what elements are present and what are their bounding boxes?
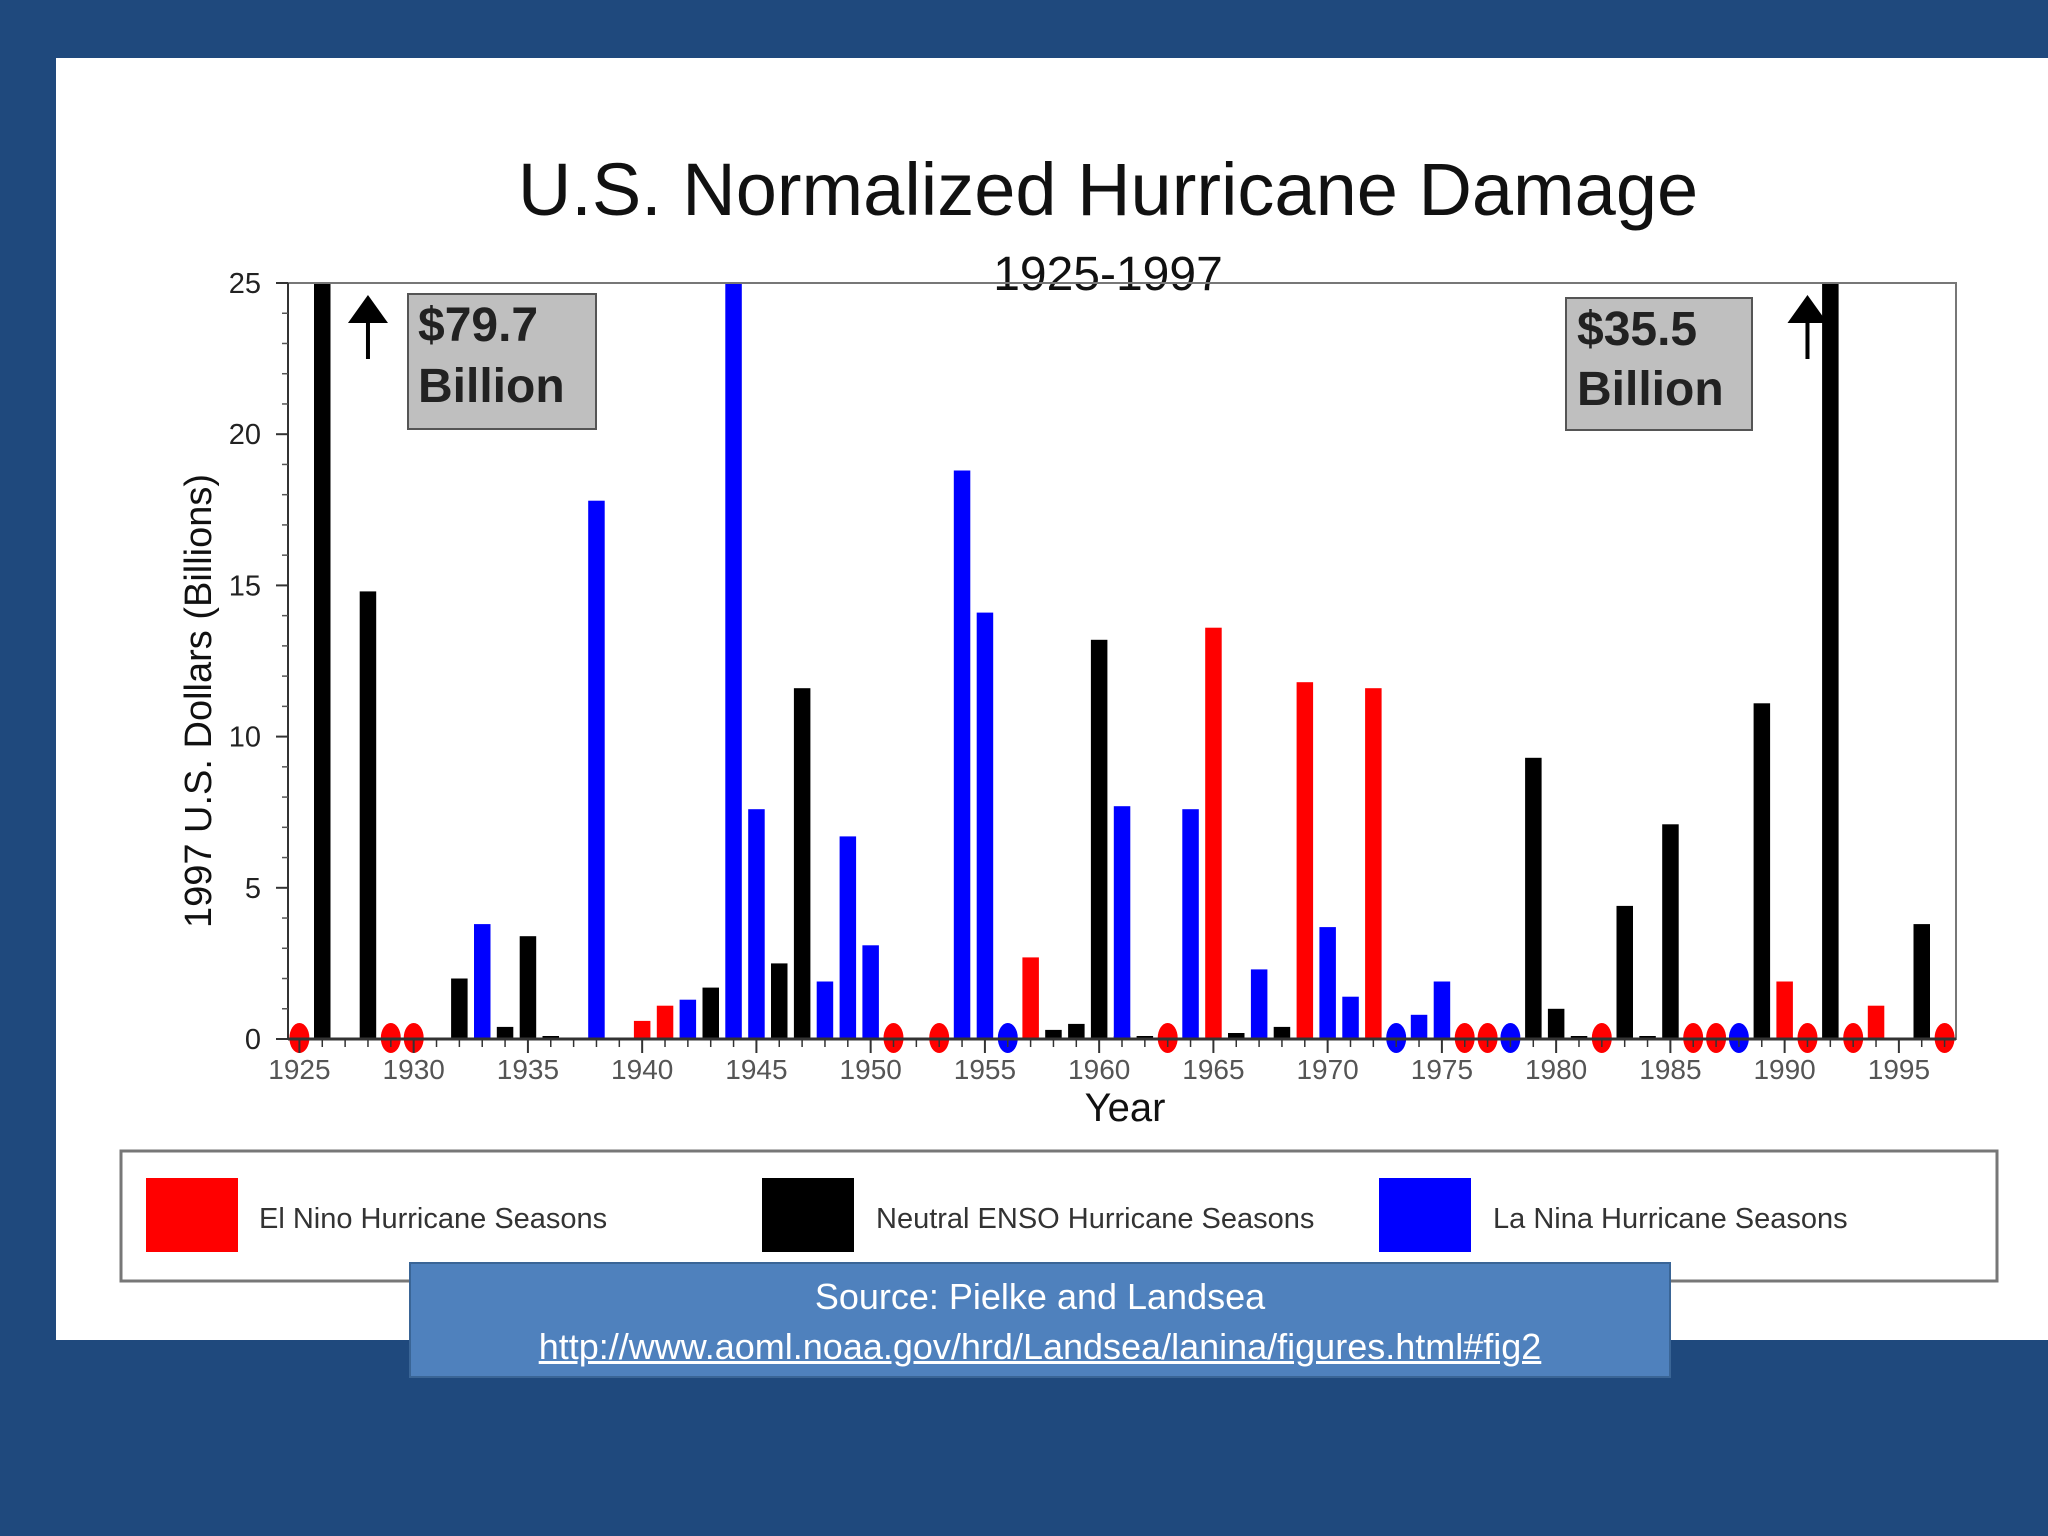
neutral-bar bbox=[496, 1026, 514, 1039]
y-tick-label: 20 bbox=[229, 419, 261, 451]
la-nina-bar bbox=[679, 999, 697, 1039]
x-tick-label: 1945 bbox=[725, 1054, 787, 1085]
neutral-bar bbox=[771, 963, 788, 1039]
la-nina-bar bbox=[1433, 981, 1451, 1039]
la-nina-bar bbox=[1342, 996, 1359, 1039]
neutral-bar bbox=[1753, 703, 1771, 1039]
neutral-bar bbox=[1547, 1008, 1565, 1039]
legend-swatch-blue bbox=[1379, 1178, 1471, 1252]
la-nina-bar bbox=[1319, 927, 1336, 1039]
la-nina-bar bbox=[816, 981, 834, 1039]
x-tick-label: 1925 bbox=[268, 1054, 330, 1085]
annotation-35-5-billion: $35.5 Billion bbox=[1565, 297, 1753, 431]
y-tick-label: 5 bbox=[245, 873, 261, 905]
neutral-bar bbox=[1822, 283, 1839, 1039]
annotation-unit: Billion bbox=[1577, 363, 1724, 416]
annotation-amount: $79.7 bbox=[418, 299, 538, 352]
neutral-bar bbox=[451, 978, 468, 1039]
chart-subtitle: 1925-1997 bbox=[993, 248, 1223, 301]
neutral-bar bbox=[314, 283, 331, 1039]
neutral-bar bbox=[1525, 757, 1542, 1039]
x-tick-label: 1950 bbox=[840, 1054, 902, 1085]
arrow-head-icon bbox=[347, 295, 388, 323]
legend-swatch-red bbox=[146, 1178, 238, 1252]
source-box: Source: Pielke and Landsea http://www.ao… bbox=[409, 1262, 1671, 1378]
el-nino-bar bbox=[1867, 1005, 1885, 1039]
x-tick-label: 1975 bbox=[1411, 1054, 1473, 1085]
source-text: Source: Pielke and Landsea bbox=[814, 1276, 1266, 1317]
la-nina-bar bbox=[976, 612, 994, 1039]
la-nina-bar bbox=[839, 836, 857, 1039]
plot-area: 0 5 10 15 20 25 1925 1930 1935 1940 1945 1950 1955 19… bbox=[229, 268, 1957, 1085]
y-tick-label: 25 bbox=[229, 268, 261, 300]
neutral-bar bbox=[1068, 1023, 1085, 1039]
el-nino-bar bbox=[656, 1005, 674, 1039]
neutral-bar bbox=[1273, 1026, 1291, 1039]
neutral-bar bbox=[1045, 1029, 1062, 1039]
source-link[interactable]: http://www.aoml.noaa.gov/hrd/Landsea/lan… bbox=[538, 1326, 1542, 1367]
neutral-bar bbox=[1228, 1033, 1245, 1039]
neutral-bar bbox=[1090, 639, 1108, 1039]
x-tick-label: 1995 bbox=[1868, 1054, 1930, 1085]
el-nino-bar bbox=[1776, 981, 1793, 1039]
x-tick-label: 1990 bbox=[1753, 1054, 1815, 1085]
annotation-unit: Billion bbox=[418, 360, 565, 413]
legend-item-el-nino: El Nino Hurricane Seasons bbox=[146, 1178, 607, 1252]
x-tick-label: 1935 bbox=[497, 1054, 559, 1085]
la-nina-bar bbox=[474, 924, 491, 1039]
neutral-bar bbox=[1913, 924, 1930, 1039]
legend-swatch-black bbox=[762, 1178, 854, 1252]
x-tick-label: 1940 bbox=[611, 1054, 673, 1085]
x-tick-label: 1970 bbox=[1296, 1054, 1358, 1085]
el-nino-bar bbox=[1296, 682, 1314, 1039]
el-nino-bar bbox=[633, 1020, 651, 1039]
x-tick-label: 1965 bbox=[1182, 1054, 1244, 1085]
la-nina-bar bbox=[1250, 969, 1268, 1039]
x-tick-label: 1985 bbox=[1639, 1054, 1701, 1085]
la-nina-bar bbox=[748, 809, 765, 1039]
la-nina-bar bbox=[953, 470, 971, 1039]
legend-item-neutral: Neutral ENSO Hurricane Seasons bbox=[762, 1178, 1314, 1252]
la-nina-bar bbox=[725, 283, 742, 1039]
annotation-amount: $35.5 bbox=[1577, 303, 1697, 356]
legend-label: El Nino Hurricane Seasons bbox=[259, 1203, 607, 1235]
chart-title: U.S. Normalized Hurricane Damage bbox=[518, 148, 1698, 231]
neutral-bar bbox=[359, 591, 377, 1039]
la-nina-bar bbox=[1113, 806, 1131, 1039]
legend-label: Neutral ENSO Hurricane Seasons bbox=[876, 1203, 1314, 1235]
annotation-box bbox=[1565, 297, 1753, 431]
x-tick-label: 1930 bbox=[383, 1054, 445, 1085]
neutral-bar bbox=[1662, 824, 1679, 1039]
el-nino-bar bbox=[1365, 688, 1382, 1039]
hurricane-damage-chart: U.S. Normalized Hurricane Damage 1925-19… bbox=[119, 148, 1999, 1283]
y-tick-label: 0 bbox=[245, 1024, 261, 1056]
legend-item-la-nina: La Nina Hurricane Seasons bbox=[1379, 1178, 1848, 1252]
y-axis-label: 1997 U.S. Dollars (Billions) bbox=[178, 474, 220, 928]
annotation-box bbox=[407, 293, 597, 430]
neutral-bar bbox=[1616, 905, 1633, 1039]
el-nino-bar bbox=[1205, 627, 1222, 1039]
neutral-bar bbox=[519, 936, 537, 1039]
neutral-bar bbox=[702, 987, 719, 1039]
y-tick-label: 15 bbox=[229, 570, 261, 602]
y-tick-label: 10 bbox=[229, 722, 261, 754]
la-nina-bar bbox=[588, 500, 605, 1039]
el-nino-bar bbox=[1022, 957, 1039, 1039]
la-nina-bar bbox=[1410, 1014, 1428, 1039]
la-nina-bar bbox=[862, 945, 879, 1039]
arrow-head-icon bbox=[1787, 295, 1828, 323]
la-nina-bar bbox=[1182, 809, 1199, 1039]
legend-box bbox=[119, 1149, 1999, 1283]
legend-label: La Nina Hurricane Seasons bbox=[1493, 1203, 1848, 1235]
chart-panel: U.S. Normalized Hurricane Damage 1925-19… bbox=[56, 58, 2048, 1340]
x-axis-label: Year bbox=[1085, 1086, 1166, 1130]
x-tick-label: 1960 bbox=[1068, 1054, 1130, 1085]
neutral-bar bbox=[793, 688, 811, 1039]
annotation-79-7-billion: $79.7 Billion bbox=[407, 293, 597, 430]
x-tick-label: 1980 bbox=[1525, 1054, 1587, 1085]
x-tick-label: 1955 bbox=[954, 1054, 1016, 1085]
